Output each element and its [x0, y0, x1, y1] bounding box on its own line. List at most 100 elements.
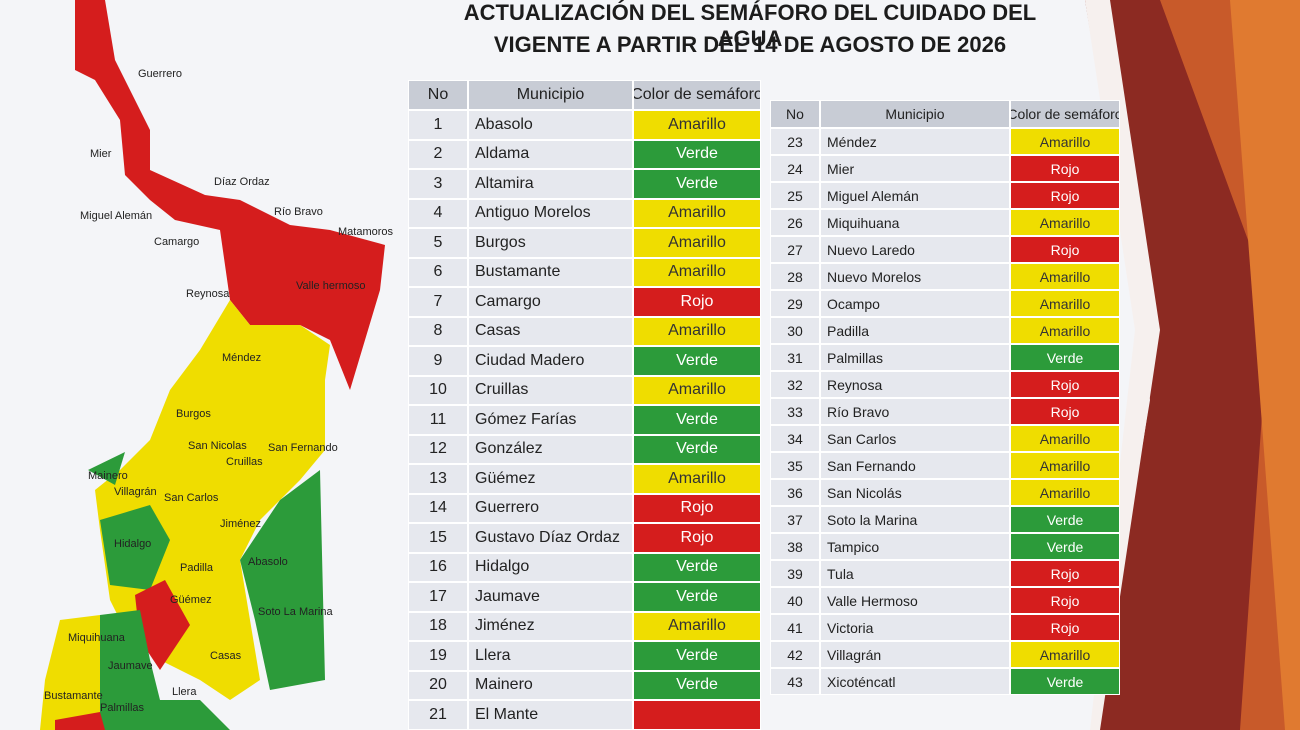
municipality: Hidalgo	[468, 552, 633, 582]
row-number: 39	[770, 560, 820, 587]
semaphore-color: Verde	[633, 169, 761, 199]
map-label: Valle hermoso	[296, 280, 366, 292]
map-label: Reynosa	[186, 288, 230, 300]
municipality: Mainero	[468, 670, 633, 700]
semaphore-color: Verde	[633, 670, 761, 700]
column-header: No	[408, 80, 468, 110]
municipality: González	[468, 434, 633, 464]
municipality: El Mante	[468, 700, 633, 730]
municipality: San Nicolás	[820, 479, 1010, 506]
column-header: Municipio	[468, 80, 633, 110]
row-number: 27	[770, 236, 820, 263]
row-number: 4	[408, 198, 468, 228]
row-number: 26	[770, 209, 820, 236]
row-number: 3	[408, 169, 468, 199]
municipality: Abasolo	[468, 110, 633, 140]
semaphore-color: Amarillo	[1010, 128, 1120, 155]
semaphore-color: Verde	[1010, 533, 1120, 560]
semaphore-color: Rojo	[1010, 182, 1120, 209]
row-number: 15	[408, 523, 468, 553]
row-number: 21	[408, 700, 468, 730]
municipality: Bustamante	[468, 257, 633, 287]
row-number: 25	[770, 182, 820, 209]
municipality: Nuevo Morelos	[820, 263, 1010, 290]
semaphore-color: Verde	[633, 582, 761, 612]
row-number: 33	[770, 398, 820, 425]
map-label: Díaz Ordaz	[214, 176, 270, 188]
map-label: Camargo	[154, 236, 200, 248]
municipality: Méndez	[820, 128, 1010, 155]
semaphore-color: Amarillo	[1010, 209, 1120, 236]
row-number: 35	[770, 452, 820, 479]
municipality: Gustavo Díaz Ordaz	[468, 523, 633, 553]
map-label: Cruillas	[226, 456, 263, 468]
semaphore-color: Amarillo	[633, 228, 761, 258]
semaphore-color: Amarillo	[1010, 641, 1120, 668]
municipality: Camargo	[468, 287, 633, 317]
municipality: Río Bravo	[820, 398, 1010, 425]
municipality: Xicoténcatl	[820, 668, 1010, 695]
row-number: 37	[770, 506, 820, 533]
map-label: Bustamante	[44, 690, 103, 702]
map-label: Soto La Marina	[258, 606, 333, 618]
column-header: No	[770, 100, 820, 128]
map-label: Casas	[210, 650, 242, 662]
map	[40, 0, 385, 730]
row-number: 24	[770, 155, 820, 182]
semaphore-color: Amarillo	[1010, 317, 1120, 344]
municipality: Mier	[820, 155, 1010, 182]
municipality: Aldama	[468, 139, 633, 169]
map-label: Güémez	[170, 594, 212, 606]
column-header: Color de semáforo	[633, 80, 761, 110]
row-number: 28	[770, 263, 820, 290]
map-label: Mier	[90, 148, 112, 160]
municipality: San Fernando	[820, 452, 1010, 479]
municipality: Cruillas	[468, 375, 633, 405]
semaphore-color: Amarillo	[1010, 425, 1120, 452]
semaphore-color: Rojo	[1010, 560, 1120, 587]
row-number: 23	[770, 128, 820, 155]
title-line2: VIGENTE A PARTIR DEL 14 DE AGOSTO DE 202…	[493, 32, 1007, 57]
semaphore-color: Verde	[633, 346, 761, 376]
title-line1: ACTUALIZACIÓN DEL SEMÁFORO DEL CUIDADO D…	[463, 0, 1037, 51]
semaphore-color: Amarillo	[633, 198, 761, 228]
municipality: Palmillas	[820, 344, 1010, 371]
semaphore-color: Rojo	[633, 287, 761, 317]
row-number: 5	[408, 228, 468, 258]
row-number: 20	[408, 670, 468, 700]
row-number: 38	[770, 533, 820, 560]
row-number: 6	[408, 257, 468, 287]
row-number: 1	[408, 110, 468, 140]
semaphore-color: Amarillo	[633, 257, 761, 287]
map-label: Padilla	[180, 562, 214, 574]
map-label: San Carlos	[164, 492, 219, 504]
row-number: 31	[770, 344, 820, 371]
municipality: Jiménez	[468, 611, 633, 641]
semaphore-color: Amarillo	[633, 375, 761, 405]
municipality: Gómez Farías	[468, 405, 633, 435]
row-number: 8	[408, 316, 468, 346]
semaphore-color: Rojo	[633, 493, 761, 523]
map-label: Abasolo	[248, 556, 288, 568]
semaphore-color: Verde	[633, 405, 761, 435]
municipality: Miquihuana	[820, 209, 1010, 236]
semaphore-color: Amarillo	[633, 611, 761, 641]
map-label: Méndez	[222, 352, 262, 364]
row-number: 12	[408, 434, 468, 464]
semaphore-color: Rojo	[1010, 587, 1120, 614]
column-header: Municipio	[820, 100, 1010, 128]
municipality: Tampico	[820, 533, 1010, 560]
municipality: Villagrán	[820, 641, 1010, 668]
municipality: Padilla	[820, 317, 1010, 344]
semaphore-color: Rojo	[1010, 614, 1120, 641]
map-label: Llera	[172, 686, 197, 698]
semaphore-color: Verde	[633, 434, 761, 464]
municipality: Llera	[468, 641, 633, 671]
map-label: Matamoros	[338, 226, 394, 238]
municipality: Soto la Marina	[820, 506, 1010, 533]
semaphore-color: Rojo	[1010, 236, 1120, 263]
row-number: 7	[408, 287, 468, 317]
municipality: Ocampo	[820, 290, 1010, 317]
municipality: Miguel Alemán	[820, 182, 1010, 209]
